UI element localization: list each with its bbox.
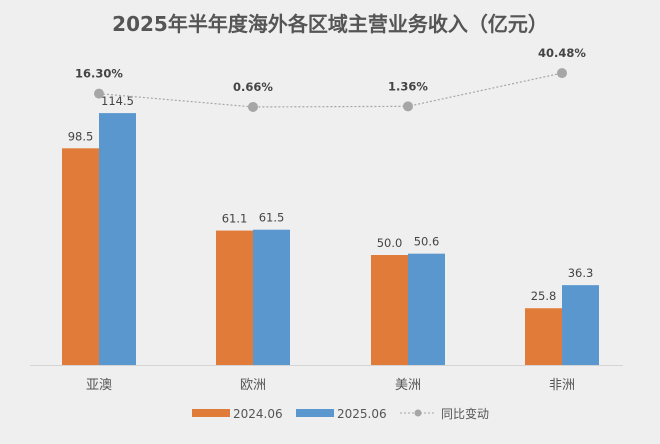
data-label: 36.3	[568, 266, 594, 280]
yoy-label: 1.36%	[388, 79, 428, 93]
category-label: 亚澳	[86, 377, 112, 393]
legend-label: 同比变动	[441, 406, 489, 421]
legend-marker-yoy	[414, 409, 422, 417]
data-label: 114.5	[101, 94, 134, 108]
chart-title: 2025年半年度海外各区域主营业务收入（亿元）	[112, 12, 548, 36]
yoy-label: 16.30%	[75, 67, 123, 81]
yoy-point	[403, 101, 413, 112]
category-label: 美洲	[395, 378, 421, 393]
bar-2024.06-欧洲	[216, 230, 253, 365]
legend-label: 2024.06	[233, 407, 283, 421]
yoy-label: 40.48%	[538, 46, 586, 60]
legend-swatch-2024	[192, 409, 230, 417]
data-label: 98.5	[68, 129, 94, 143]
yoy-point	[557, 68, 567, 79]
bar-2025.06-亚澳	[99, 113, 136, 365]
yoy-point	[94, 88, 104, 99]
data-label: 25.8	[531, 289, 557, 303]
legend-swatch-2025	[296, 409, 334, 417]
category-label: 非洲	[549, 378, 575, 393]
bar-2024.06-非洲	[525, 308, 562, 365]
bar-2024.06-美洲	[371, 255, 408, 365]
data-label: 50.0	[377, 236, 403, 250]
data-label: 50.6	[414, 235, 440, 249]
bar-2025.06-美洲	[408, 253, 445, 365]
yoy-label: 0.66%	[233, 80, 273, 94]
yoy-point	[248, 101, 258, 112]
bar-2025.06-欧洲	[253, 229, 290, 365]
category-label: 欧洲	[240, 378, 266, 393]
data-label: 61.5	[259, 211, 285, 225]
yoy-line	[98, 72, 563, 108]
bar-2025.06-非洲	[562, 285, 599, 365]
bar-2024.06-亚澳	[62, 148, 99, 365]
legend-label: 2025.06	[337, 407, 387, 421]
data-label: 61.1	[222, 212, 248, 226]
